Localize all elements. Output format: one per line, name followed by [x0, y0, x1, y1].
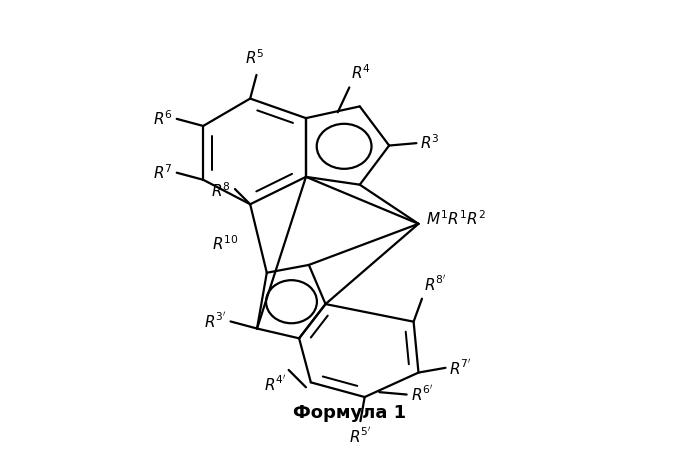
Text: $R^8$: $R^8$ [211, 182, 231, 200]
Text: $R^{4'}$: $R^{4'}$ [264, 375, 287, 394]
Text: $R^6$: $R^6$ [153, 109, 173, 128]
Text: $M^1R^1R^2$: $M^1R^1R^2$ [426, 210, 487, 228]
Text: $R^3$: $R^3$ [420, 134, 440, 153]
Text: $R^{8'}$: $R^{8'}$ [424, 274, 447, 294]
Text: $R^{5'}$: $R^{5'}$ [349, 427, 372, 446]
Text: $R^5$: $R^5$ [245, 49, 264, 67]
Text: $R^{7'}$: $R^{7'}$ [449, 358, 472, 378]
Text: $R^4$: $R^4$ [352, 63, 371, 81]
Text: Формула 1: Формула 1 [294, 404, 407, 422]
Text: $R^{6'}$: $R^{6'}$ [410, 385, 433, 404]
Text: $R^{3'}$: $R^{3'}$ [204, 312, 226, 331]
Text: $R^{10}$: $R^{10}$ [212, 234, 239, 253]
Text: $R^7$: $R^7$ [153, 163, 173, 182]
